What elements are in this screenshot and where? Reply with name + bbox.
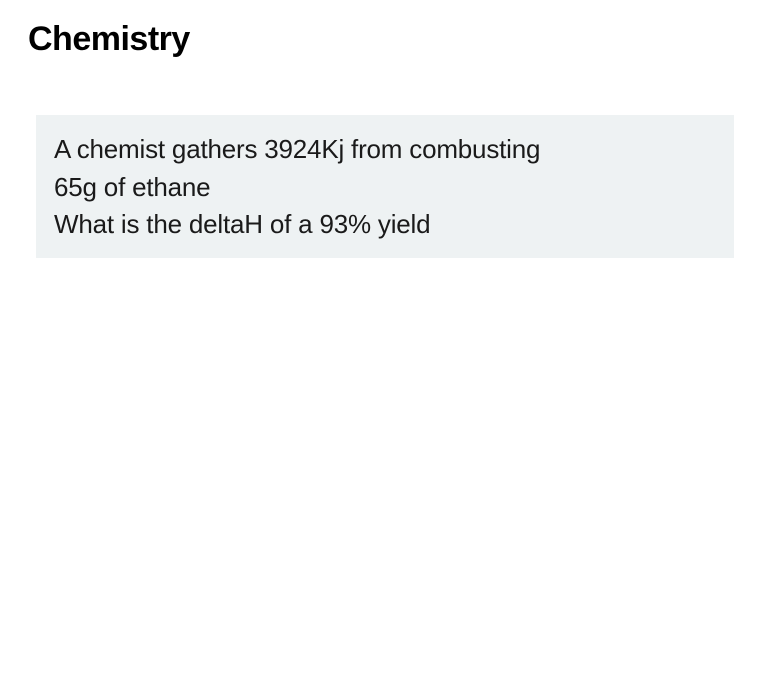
question-line-2: 65g of ethane: [54, 169, 716, 207]
question-block: A chemist gathers 3924Kj from combusting…: [36, 115, 734, 258]
page-heading: Chemistry: [28, 20, 742, 59]
question-line-1: A chemist gathers 3924Kj from combusting: [54, 131, 716, 169]
question-line-3: What is the deltaH of a 93% yield: [54, 206, 716, 244]
